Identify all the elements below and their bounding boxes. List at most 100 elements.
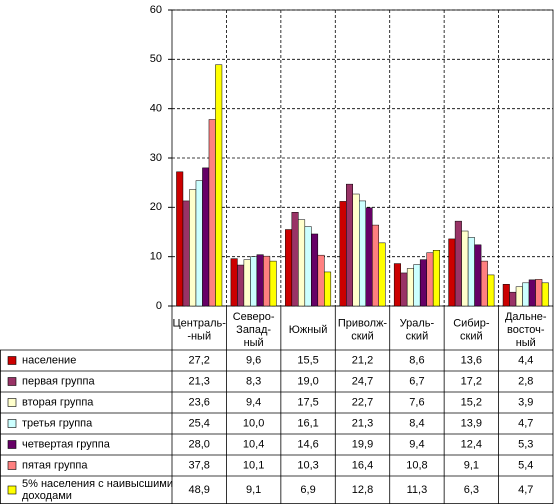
bar bbox=[324, 271, 332, 307]
x-tick-label: Ураль-ский bbox=[400, 317, 435, 342]
legend-label: третья группа bbox=[22, 417, 93, 429]
table-value: 14,6 bbox=[297, 438, 318, 450]
table-value: 8,3 bbox=[246, 375, 261, 387]
table-value: 12,8 bbox=[352, 484, 373, 496]
table-value: 8,6 bbox=[409, 354, 424, 366]
legend-key bbox=[7, 461, 17, 470]
table-value: 13,9 bbox=[461, 417, 482, 429]
bar bbox=[502, 284, 510, 307]
table-value: 25,4 bbox=[189, 417, 210, 429]
table-value: 3,9 bbox=[518, 396, 533, 408]
table-value: 4,7 bbox=[518, 484, 533, 496]
table-value: 17,2 bbox=[461, 375, 482, 387]
legend-label: пятая группа bbox=[22, 459, 88, 471]
table-value: 9,4 bbox=[409, 438, 424, 450]
table-value: 4,4 bbox=[518, 354, 533, 366]
table-value: 10,3 bbox=[297, 459, 318, 471]
table-value: 5,3 bbox=[518, 438, 533, 450]
x-tick-label: Сибир-ский bbox=[453, 317, 490, 342]
table-value: 15,2 bbox=[461, 396, 482, 408]
x-tick-label: Южный bbox=[289, 324, 328, 336]
bar bbox=[419, 259, 427, 307]
bar bbox=[311, 233, 319, 307]
table-value: 4,7 bbox=[518, 417, 533, 429]
bar bbox=[304, 226, 312, 307]
table-value: 23,6 bbox=[189, 396, 210, 408]
bar bbox=[487, 274, 495, 307]
y-tick-label: 30 bbox=[150, 152, 162, 164]
table-value: 8,4 bbox=[409, 417, 424, 429]
table-value: 5,4 bbox=[518, 459, 533, 471]
table-value: 48,9 bbox=[189, 484, 210, 496]
bar bbox=[352, 193, 360, 307]
bar bbox=[202, 167, 210, 307]
bar bbox=[461, 230, 469, 307]
bar bbox=[346, 183, 353, 307]
table-value: 10,0 bbox=[243, 417, 264, 429]
table-value: 7,6 bbox=[409, 396, 424, 408]
y-tick-label: 10 bbox=[150, 251, 162, 263]
bar bbox=[250, 256, 258, 307]
bar bbox=[339, 201, 347, 307]
legend-label: вторая группа bbox=[22, 396, 94, 408]
bar bbox=[393, 263, 401, 307]
bar bbox=[365, 207, 373, 307]
bar bbox=[256, 254, 264, 307]
table-value: 37,8 bbox=[189, 459, 210, 471]
bar bbox=[474, 244, 482, 307]
bar bbox=[400, 272, 408, 307]
bar bbox=[243, 259, 251, 307]
bar bbox=[215, 64, 223, 307]
bar bbox=[541, 282, 549, 307]
y-tick-label: 0 bbox=[156, 300, 162, 312]
table-value: 24,7 bbox=[352, 375, 373, 387]
table-value: 21,2 bbox=[352, 354, 373, 366]
table-value: 15,5 bbox=[297, 354, 318, 366]
bar bbox=[509, 291, 517, 307]
table-value: 22,7 bbox=[352, 396, 373, 408]
bar bbox=[230, 258, 238, 307]
legend-key bbox=[7, 398, 17, 407]
y-tick-label: 40 bbox=[150, 103, 162, 115]
table-value: 12,4 bbox=[461, 438, 482, 450]
table-value: 21,3 bbox=[352, 417, 373, 429]
y-tick-label: 60 bbox=[150, 4, 162, 16]
x-tick-label: Северо-Запад-ный bbox=[233, 311, 275, 349]
bar bbox=[263, 255, 271, 307]
bar bbox=[454, 220, 462, 307]
bar bbox=[406, 268, 414, 307]
bar bbox=[237, 264, 245, 307]
legend-label: первая группа bbox=[22, 375, 95, 387]
bar bbox=[372, 224, 379, 307]
table-value: 13,6 bbox=[461, 354, 482, 366]
bar bbox=[317, 254, 325, 307]
table-value: 9,1 bbox=[246, 484, 261, 496]
y-tick-label: 50 bbox=[150, 53, 162, 65]
bar bbox=[359, 200, 366, 307]
bar bbox=[182, 200, 190, 307]
table-value: 16,1 bbox=[297, 417, 318, 429]
bar bbox=[285, 229, 293, 307]
table-value: 28,0 bbox=[189, 438, 210, 450]
bar bbox=[528, 279, 536, 307]
table-value: 19,9 bbox=[352, 438, 373, 450]
table-value: 9,1 bbox=[464, 459, 479, 471]
legend-key bbox=[7, 440, 17, 449]
table-value: 6,9 bbox=[300, 484, 315, 496]
table-value: 2,8 bbox=[518, 375, 533, 387]
table-value: 9,6 bbox=[246, 354, 261, 366]
x-tick-label: Дальне-восточ-ный bbox=[505, 311, 547, 349]
table-value: 11,3 bbox=[407, 484, 428, 496]
bar bbox=[426, 252, 434, 307]
bar bbox=[432, 250, 440, 307]
table-value: 6,3 bbox=[464, 484, 479, 496]
x-tick-label: Приволж-ский bbox=[338, 317, 388, 342]
bar bbox=[269, 260, 277, 307]
legend-key bbox=[7, 419, 17, 428]
bar bbox=[467, 237, 475, 307]
bar bbox=[448, 238, 456, 307]
table-value: 10,1 bbox=[243, 459, 264, 471]
bar bbox=[535, 279, 543, 307]
legend-key bbox=[7, 356, 17, 365]
